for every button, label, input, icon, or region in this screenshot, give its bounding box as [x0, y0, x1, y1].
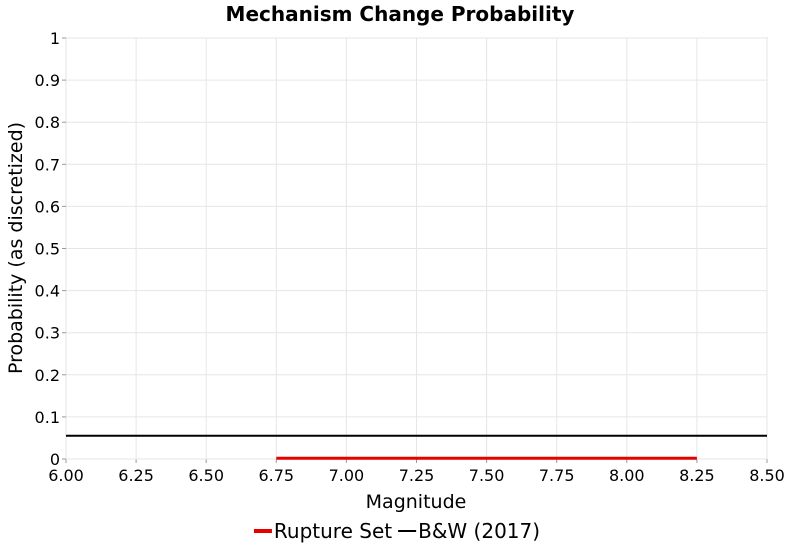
y-tick-label: 1	[50, 29, 60, 48]
x-tick-label: 6.00	[48, 466, 84, 485]
y-tick-label: 0.3	[35, 324, 60, 343]
y-tick-label: 0.8	[35, 113, 60, 132]
x-tick-label: 6.75	[258, 466, 294, 485]
y-tick-label: 0.4	[35, 282, 60, 301]
y-tick-label: 0.1	[35, 408, 60, 427]
chart-title: Mechanism Change Probability	[226, 2, 575, 26]
x-tick-labels: 6.00 6.25 6.50 6.75 7.00 7.25 7.50 7.75 8.00 8.25…	[48, 466, 785, 485]
x-tick-label: 7.00	[329, 466, 365, 485]
y-tick-label: 0	[50, 450, 60, 469]
y-tick-label: 0.5	[35, 240, 60, 259]
x-tick-label: 8.25	[679, 466, 715, 485]
x-tick-label: 7.75	[539, 466, 575, 485]
y-axis-label: Probability (as discretized)	[5, 122, 27, 374]
legend-label-0: Rupture Set	[274, 519, 392, 543]
y-tick-labels: 0 0.1 0.2 0.3 0.4 0.5 0.6 0.7 0.8 0.9 1	[35, 29, 60, 469]
x-tick-label: 6.25	[118, 466, 154, 485]
y-tick-label: 0.6	[35, 197, 60, 216]
x-tick-label: 7.25	[399, 466, 435, 485]
x-axis-label: Magnitude	[366, 491, 467, 513]
x-tick-label: 7.50	[469, 466, 505, 485]
legend-label-1: B&W (2017)	[418, 519, 540, 543]
x-tick-label: 8.00	[609, 466, 645, 485]
y-tick-label: 0.2	[35, 366, 60, 385]
grid	[62, 37, 768, 463]
y-tick-label: 0.9	[35, 71, 60, 90]
legend: Rupture Set B&W (2017)	[253, 519, 540, 543]
series-group	[66, 434, 767, 460]
x-tick-label: 8.50	[749, 466, 785, 485]
y-tick-label: 0.7	[35, 155, 60, 174]
x-tick-label: 6.50	[188, 466, 224, 485]
